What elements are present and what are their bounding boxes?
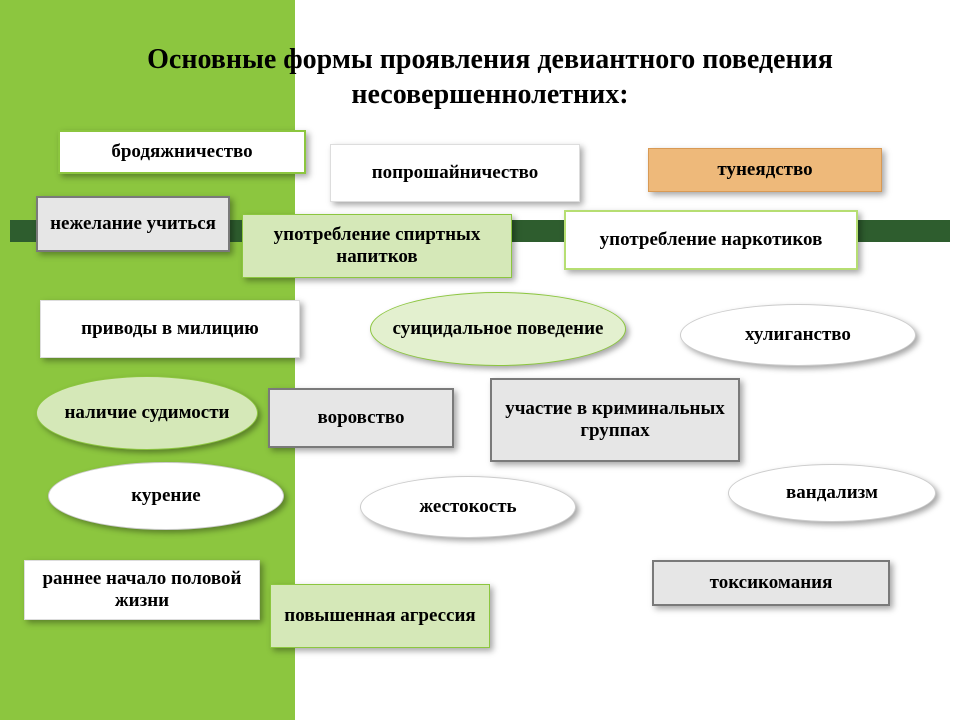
node-suicidal: суицидальное поведение [370, 292, 626, 366]
node-label: приводы в милицию [81, 318, 259, 340]
node-aggression: повышенная агрессия [270, 584, 490, 648]
node-label: попрошайничество [372, 162, 539, 184]
page-title: Основные формы проявления девиантного по… [80, 42, 900, 112]
node-label: нежелание учиться [50, 213, 216, 235]
node-early-sex: раннее начало половой жизни [24, 560, 260, 620]
node-toxic: токсикомания [652, 560, 890, 606]
node-idleness: тунеядство [648, 148, 882, 192]
node-label: наличие судимости [64, 402, 229, 424]
node-label: воровство [317, 407, 404, 429]
node-police: приводы в милицию [40, 300, 300, 358]
node-label: токсикомания [710, 572, 833, 594]
node-hooligan: хулиганство [680, 304, 916, 366]
node-begging: попрошайничество [330, 144, 580, 202]
node-smoking: курение [48, 462, 284, 530]
node-label: вандализм [786, 482, 878, 504]
node-conviction: наличие судимости [36, 376, 258, 450]
node-label: жестокость [419, 496, 516, 518]
node-label: бродяжничество [111, 141, 252, 163]
node-label: повышенная агрессия [284, 605, 475, 627]
node-no-study: нежелание учиться [36, 196, 230, 252]
node-label: курение [131, 485, 201, 507]
node-alcohol: употребление спиртных напитков [242, 214, 512, 278]
node-cruelty: жестокость [360, 476, 576, 538]
node-label: употребление спиртных напитков [251, 224, 503, 268]
node-crime-group: участие в криминальных группах [490, 378, 740, 462]
node-label: тунеядство [717, 159, 812, 181]
node-label: употребление наркотиков [600, 229, 823, 251]
node-label: суицидальное поведение [393, 318, 604, 340]
node-label: участие в криминальных группах [500, 398, 730, 442]
node-theft: воровство [268, 388, 454, 448]
node-label: раннее начало половой жизни [33, 568, 251, 612]
node-vandalism: вандализм [728, 464, 936, 522]
node-drugs: употребление наркотиков [564, 210, 858, 270]
node-vagrancy: бродяжничество [58, 130, 306, 174]
node-label: хулиганство [745, 324, 851, 346]
